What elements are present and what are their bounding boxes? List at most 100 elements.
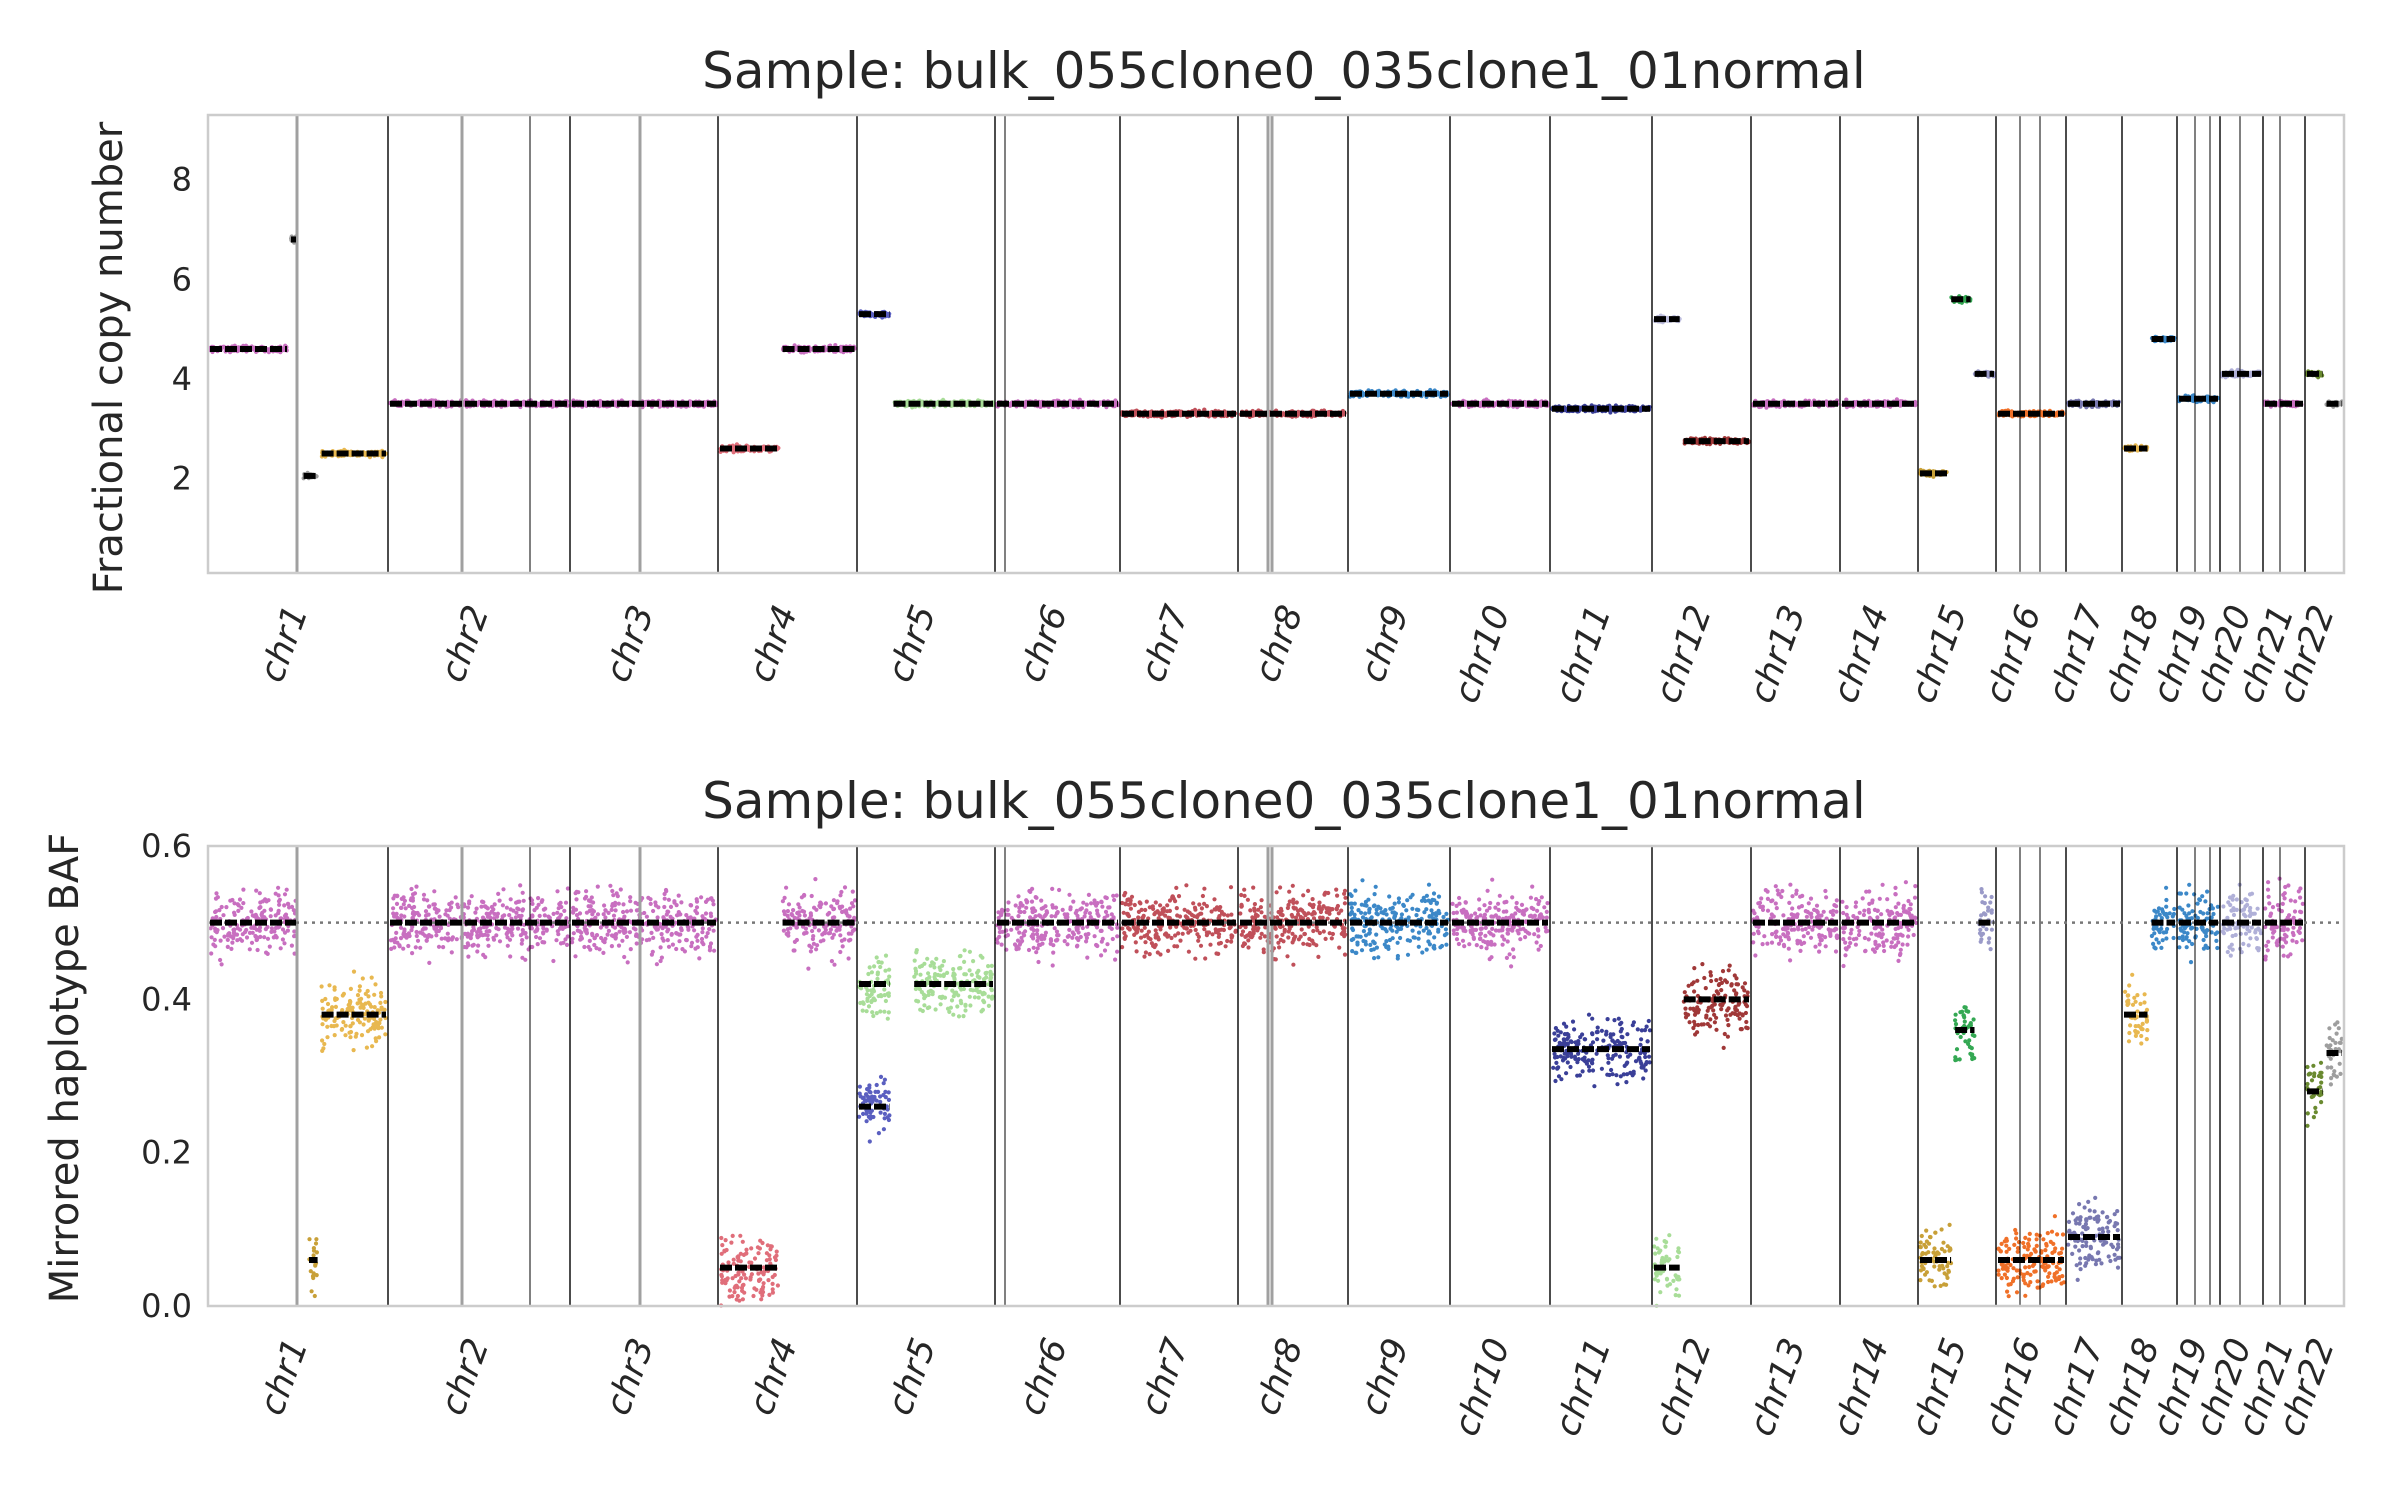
data-point [537,936,543,941]
data-point [378,1000,383,1006]
data-point [240,932,245,937]
data-point [658,399,663,404]
data-point [353,1034,358,1039]
data-point [211,942,216,947]
data-point [282,941,287,946]
data-point [237,927,243,932]
data-point [245,915,250,921]
data-point [378,1017,383,1022]
data-point [343,1023,348,1028]
data-point [269,929,274,935]
data-point [360,976,365,981]
data-point [1361,392,1366,397]
data-point [555,889,560,894]
data-point [1623,406,1628,411]
data-point [357,984,362,989]
data-point [307,1237,312,1242]
data-point [249,940,255,945]
data-point [401,946,406,951]
data-point [249,909,254,914]
data-point [486,943,491,948]
data-point [402,914,407,919]
data-point [282,892,288,897]
data-point [413,945,418,950]
data-point [232,912,237,918]
y-tick-label: 6 [172,260,192,298]
data-point [746,445,751,450]
data-point [225,937,230,943]
data-point [372,992,377,997]
data-point [262,915,267,920]
data-point [361,1022,366,1027]
data-point [357,1020,362,1025]
data-point [310,1274,316,1279]
y-tick-label: 0.6 [141,827,192,865]
data-point [1296,409,1301,414]
data-point [320,1038,325,1043]
data-point [398,936,404,941]
data-point [979,402,985,407]
data-point [379,1007,384,1012]
data-point [241,887,246,892]
data-point [466,954,471,959]
data-point [219,962,224,967]
data-point [524,935,529,940]
data-point [247,947,252,952]
data-point [366,994,371,999]
y-tick-label: 0.4 [141,980,192,1018]
data-point [323,996,328,1002]
data-point [209,935,214,940]
data-point [221,913,226,918]
data-point [414,933,419,939]
data-point [312,1293,317,1299]
data-point [351,969,357,974]
data-point [374,1039,379,1044]
data-point [372,1005,377,1010]
data-point [278,946,283,951]
data-point [348,1024,353,1029]
baf-title: Sample: bulk_055clone0_035clone1_01norma… [702,772,1866,830]
data-point [373,982,378,987]
data-point [289,943,294,948]
data-point [276,911,281,916]
data-point [410,951,415,956]
data-point [332,987,337,992]
data-point [224,905,229,910]
data-point [236,908,241,914]
data-point [232,927,237,932]
data-point [287,905,292,910]
data-point [1113,398,1118,403]
data-point [322,1041,327,1047]
data-point [319,984,324,989]
data-point [284,887,289,892]
data-point [253,912,258,918]
data-point [213,909,218,915]
data-point [347,1030,352,1035]
data-point [341,991,346,997]
data-point [218,957,223,963]
data-point [1083,402,1088,407]
data-point [838,344,843,349]
data-point [383,999,388,1005]
data-point [257,905,262,911]
data-point [355,993,361,998]
data-point [254,927,259,932]
y-tick-label: 0.0 [141,1287,192,1325]
y-tick-label: 4 [172,360,192,398]
data-point [365,1029,371,1034]
data-point [277,902,282,907]
data-point [1538,400,1543,405]
data-point [271,935,276,940]
data-point [542,913,547,918]
data-point [885,313,890,318]
data-point [332,1033,337,1038]
data-point [410,892,416,897]
data-point [285,916,290,921]
data-point [1202,407,1207,412]
data-point [214,891,219,896]
y-tick-label: 2 [172,459,192,497]
data-point [383,1032,388,1037]
data-point [265,951,270,957]
data-point [377,1035,382,1040]
data-point [265,936,271,941]
